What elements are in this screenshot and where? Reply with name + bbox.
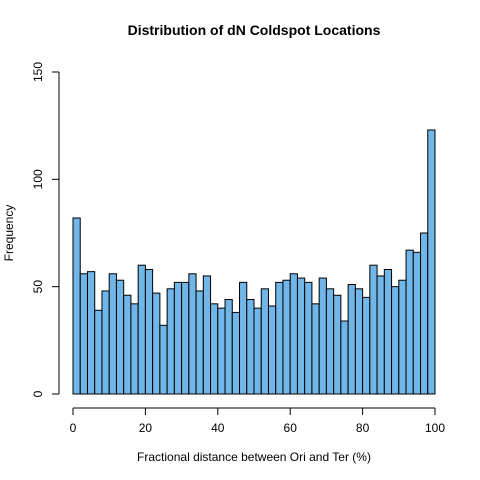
chart-title: Distribution of dN Coldspot Locations [128,22,381,38]
histogram-bar [325,288,335,395]
histogram-bar [260,288,269,395]
y-tick-label: 0 [31,390,45,397]
histogram-bar [311,303,320,395]
histogram-bar [318,277,327,395]
histogram-bar [376,275,385,395]
histogram-bar [391,286,400,395]
histogram-bar [267,305,277,395]
histogram-bar [173,281,183,395]
y-axis-label: Frequency [2,205,16,262]
histogram-bar [412,251,422,395]
histogram-bar [188,273,197,395]
histogram-bar [253,307,262,395]
histogram-bar [362,296,371,395]
y-axis: 0 50 100 150 [31,62,60,397]
x-tick-label: 80 [356,421,370,435]
histogram-bar [405,249,414,395]
histogram-bar [202,275,212,395]
x-axis: 0 20 40 60 80 100 [70,407,445,435]
histogram-bar [159,324,168,395]
histogram-bar [108,273,117,395]
histogram-bar [304,281,313,395]
histogram-bar [420,232,429,395]
histogram-bar [289,273,298,395]
histogram-bar [383,268,393,395]
histogram-bar [181,281,190,395]
x-tick-label: 100 [425,421,445,435]
x-tick-label: 40 [211,421,225,435]
x-axis-label: Fractional distance between Ori and Ter … [137,450,371,464]
histogram-bar [72,217,81,395]
x-tick-label: 60 [284,421,298,435]
histogram-bar [369,264,378,395]
histogram-bar [144,268,154,395]
histogram-bar [166,288,175,395]
histogram-bar [137,264,146,395]
histogram-bar [101,290,110,395]
histogram-bar [195,290,204,395]
x-tick-label: 20 [139,421,153,435]
histogram-bar [347,284,356,395]
x-tick-label: 0 [70,421,77,435]
histogram-bar [354,288,364,395]
histogram-bar [275,281,284,395]
histogram-bar [231,311,241,395]
histogram-bar [115,279,125,395]
histogram-bar [340,320,349,395]
histogram-bar [123,294,132,395]
y-tick-label: 150 [31,62,45,82]
histogram-bar [94,309,103,395]
histogram-bar [296,277,306,395]
histogram-bar [333,294,342,395]
histogram-bar [217,307,226,395]
histogram-bar [152,292,161,395]
histogram-bar [210,303,219,395]
histogram-bar [130,303,139,395]
histogram-bar [239,281,248,395]
y-tick-label: 100 [31,169,45,189]
histogram-bar [79,273,88,395]
histogram-bar [86,271,96,395]
bars-group [72,129,436,395]
histogram-bar [224,299,233,395]
histogram-bar [427,129,436,395]
y-tick-label: 50 [31,280,45,294]
histogram-bar [282,279,291,395]
histogram-bar [246,299,255,395]
histogram-bar [398,279,407,395]
